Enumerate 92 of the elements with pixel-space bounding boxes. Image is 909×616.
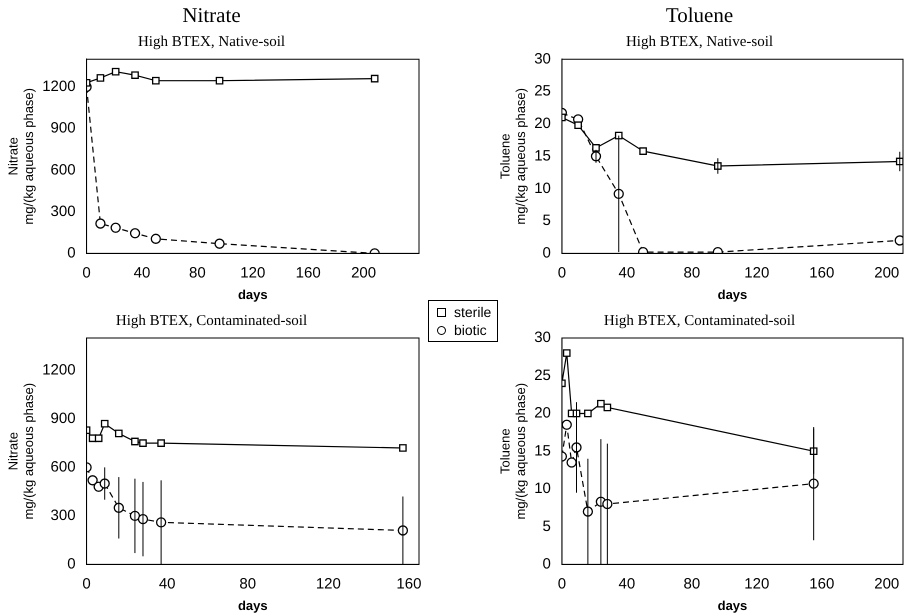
y-tick-label: 0 [542, 556, 551, 573]
point [139, 439, 147, 447]
x-tick-label: 40 [618, 264, 636, 282]
x-axis-title: days [238, 598, 268, 613]
x-tick-label: 80 [683, 576, 700, 593]
chart-subtitle: High BTEX, Native-soil [626, 34, 774, 50]
point [566, 457, 577, 468]
x-tick-label: 120 [240, 264, 266, 282]
y-tick-label: 5 [542, 518, 551, 535]
y-tick-label: 20 [534, 404, 551, 422]
y-tick-label: 10 [534, 180, 551, 197]
legend-label: sterile [454, 303, 492, 321]
y-axis-title: Nitrate mg/(kg aqueous phase) [5, 382, 36, 520]
point [130, 228, 140, 238]
chart-subtitle: High BTEX, Native-soil [138, 34, 286, 50]
point [592, 144, 600, 152]
point [562, 349, 571, 357]
point [597, 400, 605, 408]
y-tick-label: 15 [534, 442, 551, 460]
point [152, 76, 160, 85]
y-tick-label: 1200 [42, 361, 76, 378]
x-tick-label: 160 [809, 264, 834, 282]
y-tick-label: 25 [534, 366, 551, 384]
x-tick-label: 120 [744, 576, 770, 593]
y-tick-label: 900 [50, 410, 76, 427]
x-tick-label: 0 [82, 576, 91, 593]
point [131, 71, 139, 79]
point [604, 404, 612, 412]
y-tick-label: 0 [67, 244, 76, 262]
point [112, 68, 120, 76]
point [87, 475, 98, 486]
chart-title: Toluene [666, 3, 734, 28]
y-tick-label: 300 [50, 507, 76, 524]
point [131, 438, 139, 446]
y-tick-label: 600 [50, 458, 76, 476]
x-tick-label: 40 [618, 576, 636, 593]
chart-title: Nitrate [182, 3, 241, 28]
point [150, 234, 161, 244]
x-axis-title: days [718, 286, 748, 302]
point [370, 74, 379, 82]
y-tick-label: 900 [50, 120, 76, 137]
y-tick-label: 300 [50, 202, 76, 220]
x-tick-label: 80 [189, 264, 206, 282]
y-tick-label: 5 [542, 212, 551, 230]
x-tick-label: 200 [351, 264, 376, 282]
y-tick-label: 0 [67, 556, 76, 573]
point [562, 420, 572, 430]
x-tick-label: 0 [558, 576, 566, 593]
y-tick-label: 0 [542, 244, 551, 262]
x-tick-label: 40 [134, 264, 150, 282]
y-tick-label: 15 [534, 147, 551, 164]
x-tick-label: 160 [396, 576, 422, 593]
y-axis-title: Toluene mg/(kg aqueous phase) [497, 382, 528, 520]
y-axis-title: Toluene mg/(kg aqueous phase) [497, 88, 528, 225]
point [94, 434, 102, 442]
y-tick-label: 30 [534, 329, 551, 346]
y-tick-label: 1200 [42, 78, 76, 96]
x-tick-label: 160 [296, 264, 321, 282]
x-tick-label: 120 [744, 264, 770, 282]
y-tick-label: 30 [534, 50, 551, 68]
point [114, 430, 123, 438]
x-tick-label: 40 [158, 576, 176, 593]
y-tick-label: 20 [534, 115, 551, 132]
point [110, 222, 121, 233]
x-tick-label: 0 [558, 264, 566, 282]
point [100, 420, 109, 428]
point [157, 439, 165, 447]
x-tick-label: 0 [82, 264, 91, 282]
chart-subtitle: High BTEX, Contaminated-soil [604, 312, 796, 329]
point [584, 410, 592, 418]
x-tick-label: 160 [809, 576, 834, 593]
x-axis-title: days [238, 286, 268, 302]
point [574, 121, 582, 130]
x-tick-label: 200 [874, 576, 900, 593]
point [614, 132, 623, 140]
x-tick-label: 80 [683, 264, 700, 282]
x-axis-title: days [718, 598, 748, 613]
x-tick-label: 120 [316, 576, 341, 593]
point [639, 147, 647, 155]
point [399, 444, 407, 452]
y-tick-label: 600 [50, 161, 76, 178]
legend-label: biotic [454, 321, 487, 339]
y-tick-label: 25 [534, 82, 551, 100]
x-tick-label: 200 [874, 264, 900, 282]
y-tick-label: 10 [534, 480, 551, 498]
x-tick-label: 80 [239, 576, 256, 593]
chart-subtitle: High BTEX, Contaminated-soil [116, 312, 308, 329]
point [96, 74, 104, 82]
point [95, 218, 106, 229]
point [214, 238, 225, 249]
y-axis-title: Nitrate mg/(kg aqueous phase) [5, 88, 36, 225]
point [216, 76, 224, 85]
